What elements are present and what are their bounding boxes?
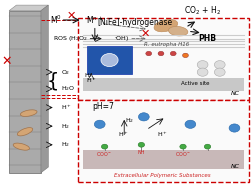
Circle shape	[138, 142, 144, 147]
Text: H$_2$: H$_2$	[60, 140, 69, 149]
Polygon shape	[82, 78, 243, 91]
Text: H$_2$: H$_2$	[124, 116, 133, 125]
Text: H$^+$: H$^+$	[60, 103, 71, 112]
Text: ✕: ✕	[140, 29, 149, 39]
Text: COO$^-$: COO$^-$	[174, 150, 191, 158]
Text: pH=7: pH=7	[92, 102, 114, 111]
Circle shape	[145, 51, 151, 56]
Text: H$_2$O: H$_2$O	[60, 84, 75, 93]
Text: Extracellular Polymeric Substances: Extracellular Polymeric Substances	[113, 173, 210, 178]
Bar	[87, 46, 131, 74]
Text: $\cdot$OH): $\cdot$OH)	[114, 34, 129, 43]
Text: M$^{n+}$: M$^{n+}$	[86, 14, 103, 26]
Circle shape	[101, 144, 107, 149]
Ellipse shape	[17, 128, 33, 136]
Text: H$_2$: H$_2$	[60, 122, 69, 131]
Text: H$^+$: H$^+$	[85, 76, 96, 85]
Circle shape	[101, 53, 118, 67]
Ellipse shape	[153, 19, 177, 32]
Circle shape	[158, 51, 163, 56]
Polygon shape	[9, 5, 48, 11]
Text: Active site: Active site	[180, 81, 209, 86]
FancyBboxPatch shape	[77, 18, 248, 100]
Circle shape	[197, 61, 207, 69]
Circle shape	[204, 144, 210, 149]
Ellipse shape	[13, 143, 29, 150]
Polygon shape	[41, 5, 48, 173]
Text: R. eutropha H16: R. eutropha H16	[144, 42, 189, 47]
Text: H$_2$: H$_2$	[84, 71, 93, 80]
Circle shape	[94, 120, 105, 128]
Text: H$^+$: H$^+$	[156, 130, 167, 139]
Circle shape	[184, 120, 195, 128]
Text: ✕: ✕	[1, 54, 12, 67]
Text: {: {	[47, 71, 59, 90]
Circle shape	[182, 53, 188, 58]
Circle shape	[170, 51, 175, 56]
Circle shape	[213, 68, 224, 76]
Text: M$^0$: M$^0$	[50, 14, 61, 26]
Circle shape	[228, 124, 239, 132]
Text: NC: NC	[230, 164, 238, 169]
Text: NC: NC	[230, 91, 238, 96]
Text: ROS (H$_2$O$_2$: ROS (H$_2$O$_2$	[53, 34, 87, 43]
Text: COO$^-$: COO$^-$	[96, 150, 112, 158]
Circle shape	[179, 144, 185, 149]
Text: PHB: PHB	[198, 34, 216, 43]
Text: O$_2$: O$_2$	[60, 68, 70, 77]
Circle shape	[197, 68, 207, 76]
Polygon shape	[82, 150, 243, 169]
Text: NH: NH	[137, 150, 145, 155]
Circle shape	[213, 61, 224, 69]
Text: ✕: ✕	[67, 11, 76, 21]
Text: H$^+$: H$^+$	[117, 130, 128, 139]
Text: CO$_2$ + H$_2$: CO$_2$ + H$_2$	[183, 5, 220, 17]
Text: [NiFe]-hydrogenase: [NiFe]-hydrogenase	[97, 18, 172, 27]
Circle shape	[138, 113, 149, 121]
Polygon shape	[9, 11, 41, 173]
FancyBboxPatch shape	[77, 100, 248, 182]
Ellipse shape	[168, 26, 187, 36]
Ellipse shape	[20, 110, 37, 116]
